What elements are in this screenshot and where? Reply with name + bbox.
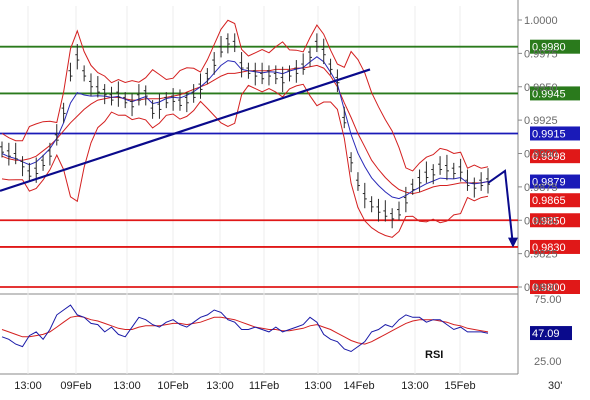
level-label-7: 0.9830 bbox=[532, 242, 566, 254]
level-label-3: 0.9898 bbox=[532, 151, 566, 163]
y-tick-label-6: 0.9850 bbox=[524, 215, 558, 227]
x-tick-label-2: 13:00 bbox=[113, 380, 141, 392]
x-tick-label-1: 09Feb bbox=[60, 380, 91, 392]
moving-average-line bbox=[1, 56, 489, 200]
level-label-box-2 bbox=[530, 126, 580, 141]
bollinger-lower-line bbox=[1, 83, 489, 238]
level-label-box-3 bbox=[530, 149, 580, 164]
timeframe-label: 30' bbox=[548, 380, 562, 392]
x-tick-label-0: 13:00 bbox=[14, 380, 42, 392]
x-tick-label-3: 10Feb bbox=[157, 380, 188, 392]
level-label-box-4 bbox=[530, 174, 580, 189]
x-tick-label-7: 14Feb bbox=[343, 380, 374, 392]
level-label-2: 0.9915 bbox=[532, 128, 566, 140]
bollinger-middle-line bbox=[1, 64, 489, 195]
y-tick-label-2: 0.9950 bbox=[524, 82, 558, 94]
level-label-box-5 bbox=[530, 193, 580, 208]
rsi-tick-75: 75.00 bbox=[534, 294, 562, 306]
forecast-arrow-head bbox=[508, 237, 518, 248]
y-tick-label-0: 1.0000 bbox=[524, 15, 558, 27]
rsi-line bbox=[1, 304, 489, 353]
y-tick-label-1: 0.9975 bbox=[524, 48, 558, 60]
level-label-6: 0.9850 bbox=[532, 215, 566, 227]
level-label-5: 0.9865 bbox=[532, 195, 566, 207]
level-label-box-0 bbox=[530, 39, 580, 54]
x-tick-label-6: 13:00 bbox=[304, 380, 332, 392]
y-tick-label-3: 0.9925 bbox=[524, 115, 558, 127]
y-tick-label-5: 0.9875 bbox=[524, 182, 558, 194]
forecast-arrow-line bbox=[487, 169, 514, 246]
level-label-8: 0.9800 bbox=[532, 282, 566, 294]
y-tick-label-7: 0.9825 bbox=[524, 249, 558, 261]
level-label-box-7 bbox=[530, 239, 580, 254]
level-label-1: 0.9945 bbox=[532, 88, 566, 100]
level-label-4: 0.9879 bbox=[532, 177, 566, 189]
level-label-0: 0.9980 bbox=[532, 42, 566, 54]
level-label-box-1 bbox=[530, 86, 580, 101]
rsi-label: RSI bbox=[425, 349, 443, 361]
x-tick-label-9: 15Feb bbox=[444, 380, 475, 392]
bollinger-upper-line bbox=[1, 19, 489, 172]
y-tick-label-8: 0.9800 bbox=[524, 282, 558, 294]
x-tick-label-8: 13:00 bbox=[401, 380, 429, 392]
x-tick-label-4: 13:00 bbox=[206, 380, 234, 392]
support-trendline bbox=[0, 68, 371, 192]
rsi-current-box bbox=[530, 326, 572, 341]
x-tick-label-5: 11Feb bbox=[249, 380, 279, 392]
y-tick-label-4: 0.9900 bbox=[524, 149, 558, 161]
level-label-box-8 bbox=[530, 280, 580, 294]
rsi-tick-25: 25.00 bbox=[534, 356, 562, 368]
rsi-panel-background bbox=[0, 296, 518, 372]
level-label-box-6 bbox=[530, 213, 580, 228]
rsi-current-label: 47.09 bbox=[532, 328, 560, 340]
